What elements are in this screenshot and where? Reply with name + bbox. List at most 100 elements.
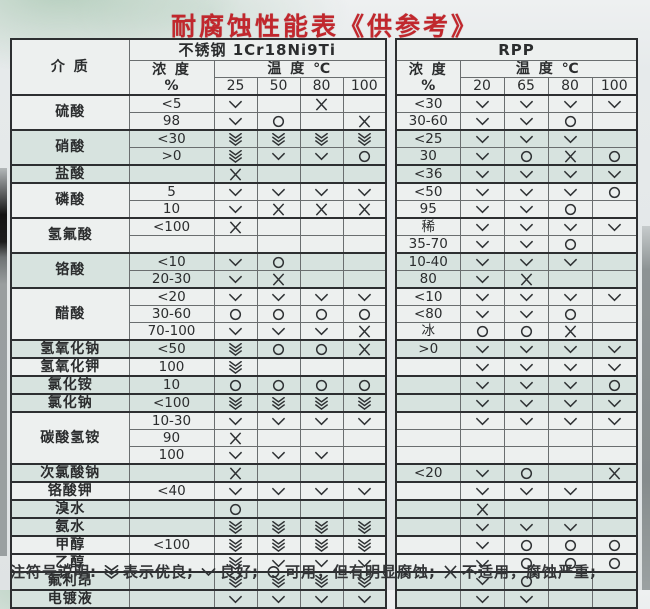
concentration-cell xyxy=(395,375,461,395)
usable-icon xyxy=(520,150,532,162)
rating-cell xyxy=(547,217,593,236)
legend-text: 可用，但有明显腐蚀; xyxy=(285,563,436,581)
not-suitable-icon xyxy=(272,272,285,286)
not-suitable-icon xyxy=(315,202,328,216)
not-suitable-icon xyxy=(358,114,370,128)
rating-cell xyxy=(459,357,505,377)
excellent-icon xyxy=(228,360,243,374)
table-row: 铬酸钾 <40 xyxy=(10,481,387,501)
usable-icon xyxy=(476,325,488,337)
rating-cell xyxy=(503,164,549,184)
concentration-cell: 35-70 xyxy=(395,235,461,254)
medium-cell: 氢氧化钾 xyxy=(10,357,130,377)
rating-cell xyxy=(256,481,301,501)
good-icon xyxy=(357,595,371,603)
concentration-cell: 20-30 xyxy=(128,270,215,289)
rating-cell xyxy=(213,446,258,465)
good-icon xyxy=(475,541,489,549)
rating-cell xyxy=(299,217,344,236)
excellent-icon xyxy=(228,520,243,534)
concentration-cell: <30 xyxy=(128,129,215,148)
rating-cell xyxy=(256,357,301,377)
rating-cell xyxy=(256,217,301,236)
excellent-icon xyxy=(314,132,329,146)
usable-icon xyxy=(229,308,242,320)
rating-cell xyxy=(342,429,387,447)
usable-icon xyxy=(608,150,620,162)
rating-cell xyxy=(459,481,505,501)
good-icon xyxy=(475,293,489,301)
concentration-cell xyxy=(395,571,461,591)
good-icon xyxy=(357,417,371,425)
rating-cell xyxy=(591,287,638,306)
good-icon xyxy=(314,451,329,459)
rating-cell xyxy=(503,287,549,306)
rating-cell xyxy=(299,322,344,341)
rating-cell xyxy=(459,322,505,341)
good-icon xyxy=(607,100,621,108)
table-row: 硝酸 <30 xyxy=(10,129,387,166)
good-icon xyxy=(563,381,577,389)
rating-cell xyxy=(213,499,258,519)
rating-cell xyxy=(547,252,593,271)
rating-cell xyxy=(503,411,549,430)
good-icon xyxy=(228,117,243,125)
good-icon xyxy=(519,258,533,266)
table-row xyxy=(395,446,638,465)
concentration-cell: <100 xyxy=(128,535,215,555)
rating-cell xyxy=(342,147,387,166)
good-icon xyxy=(271,327,286,335)
rating-cell xyxy=(547,147,593,166)
rating-cell xyxy=(591,322,638,341)
good-icon xyxy=(314,559,329,567)
table-row: >0 xyxy=(11,147,387,166)
good-icon xyxy=(228,293,243,301)
good-icon xyxy=(519,487,533,495)
good-icon xyxy=(475,100,489,108)
rating-cell xyxy=(459,235,505,254)
concentration-cell: 10 xyxy=(128,200,215,219)
good-icon xyxy=(475,258,489,266)
rating-cell xyxy=(547,375,593,395)
rating-cell xyxy=(299,535,344,555)
concentration-cell: 30-60 xyxy=(128,305,215,323)
rating-cell xyxy=(342,339,387,359)
concentration-cell: <10 xyxy=(395,287,461,306)
not-suitable-icon xyxy=(358,342,370,356)
rating-cell xyxy=(213,270,258,289)
rating-cell xyxy=(213,305,258,323)
not-suitable-icon xyxy=(229,466,242,480)
table-row: <10 xyxy=(395,287,638,306)
medium-cell: 溴水 xyxy=(10,499,130,519)
rating-cell xyxy=(213,200,258,219)
rating-cell xyxy=(256,499,301,519)
table-row: 稀 xyxy=(395,217,638,236)
rating-cell xyxy=(459,270,505,289)
rating-cell xyxy=(213,375,258,395)
rating-cell xyxy=(299,339,344,359)
rating-cell xyxy=(591,446,638,465)
rating-cell xyxy=(342,393,387,413)
usable-icon xyxy=(520,467,532,479)
usable-icon xyxy=(564,203,576,215)
concentration-cell: 10-40 xyxy=(395,252,461,271)
concentration-cell xyxy=(395,446,461,465)
usable-icon xyxy=(272,343,285,355)
rating-cell xyxy=(503,270,549,289)
table-row: 氯化钠 <100 xyxy=(10,393,387,413)
good-icon xyxy=(201,567,216,576)
rating-cell xyxy=(256,287,301,306)
rating-cell xyxy=(299,94,344,113)
concentration-cell: <10 xyxy=(128,252,215,271)
rating-cell xyxy=(342,235,387,254)
rating-cell xyxy=(342,112,387,131)
concentration-cell: 90 xyxy=(128,429,215,447)
rating-cell xyxy=(299,305,344,323)
rating-cell xyxy=(503,429,549,447)
good-icon xyxy=(314,293,329,301)
rpp-section-table: RPP 浓 度% 温 度 ℃ 20 65 80 100 <30 30-60 <25 30 <36 <50… xyxy=(395,38,638,609)
rating-cell xyxy=(213,393,258,413)
rating-cell xyxy=(547,182,593,201)
temp-col-header: 25 xyxy=(213,77,258,96)
usable-icon xyxy=(608,186,620,198)
